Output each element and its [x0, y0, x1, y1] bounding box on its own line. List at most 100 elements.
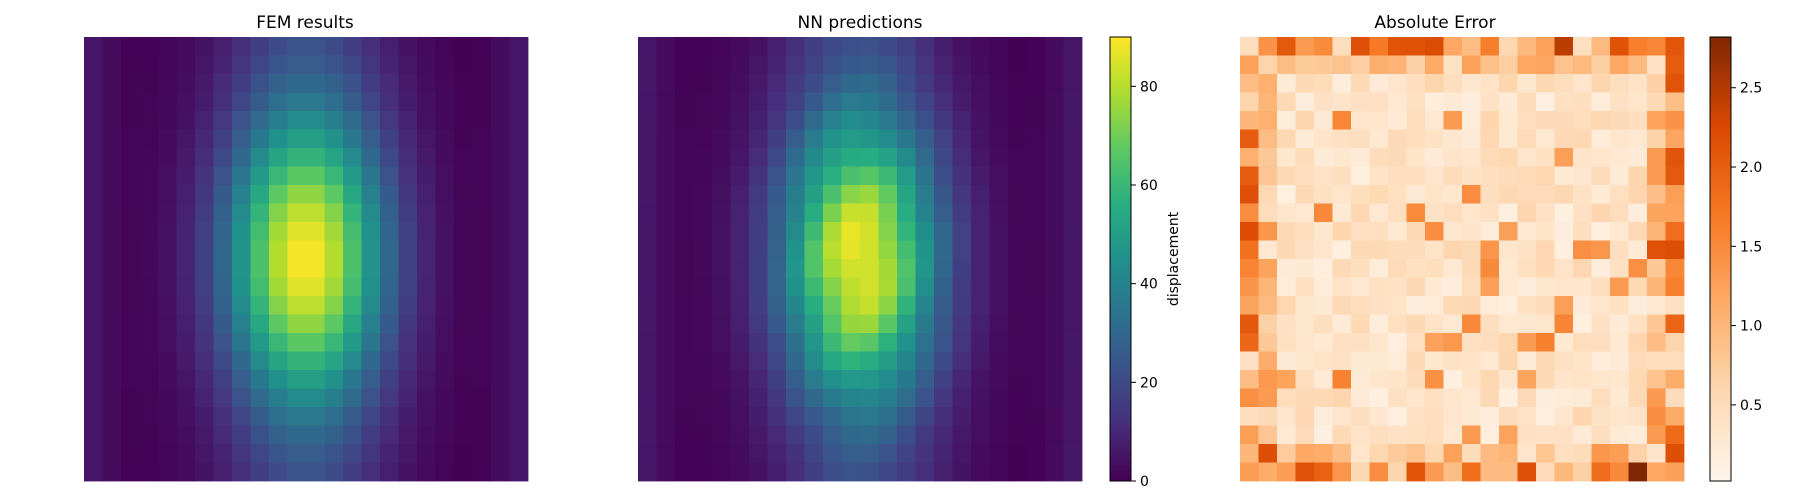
heatmap-nn-cell — [897, 333, 916, 352]
heatmap-error-cell — [1610, 55, 1629, 75]
heatmap-error-cell — [1369, 407, 1389, 426]
heatmap-nn-cell — [1045, 425, 1064, 445]
heatmap-fem-cell — [121, 166, 140, 186]
heatmap-fem-cell — [102, 444, 122, 463]
heatmap-nn-cell — [693, 277, 713, 297]
heatmap-error-cell — [1628, 222, 1648, 241]
heatmap-nn-cell — [841, 277, 861, 297]
heatmap-error-cell — [1406, 351, 1426, 371]
heatmap-fem-cell — [158, 296, 177, 315]
heatmap-nn-cell — [656, 296, 676, 315]
heatmap-fem-cell — [287, 462, 307, 482]
heatmap-error-cell — [1240, 333, 1259, 352]
heatmap-nn-cell — [786, 351, 805, 371]
heatmap-error-cell — [1499, 222, 1518, 241]
heatmap-nn-cell — [638, 314, 657, 334]
heatmap-fem-cell — [380, 148, 399, 167]
heatmap-error-cell — [1258, 259, 1278, 278]
heatmap-fem-cell — [509, 240, 529, 260]
heatmap-fem-cell — [250, 314, 270, 334]
heatmap-nn-cell — [638, 370, 657, 389]
heatmap-nn-cell — [638, 425, 657, 445]
heatmap-error-cell — [1443, 240, 1463, 260]
heatmap-nn-cell — [749, 74, 768, 93]
heatmap-fem-cell — [472, 148, 492, 167]
heatmap-error-cell — [1554, 370, 1574, 389]
heatmap-error-cell — [1536, 259, 1555, 278]
heatmap-fem-cell — [491, 148, 510, 167]
heatmap-nn-cell — [712, 277, 731, 297]
heatmap-error-cell — [1517, 277, 1537, 297]
heatmap-nn-cell — [823, 351, 842, 371]
heatmap-nn-cell — [915, 351, 935, 371]
heatmap-error-cell — [1388, 92, 1407, 112]
heatmap-error-cell — [1388, 111, 1407, 130]
heatmap-nn-cell — [656, 462, 676, 482]
heatmap-error-cell — [1665, 74, 1685, 93]
heatmap-error-cell — [1351, 111, 1370, 130]
heatmap-error-cell — [1406, 129, 1426, 149]
heatmap-error-cell — [1406, 185, 1426, 204]
heatmap-fem-cell — [176, 166, 196, 186]
heatmap-error-cell — [1462, 55, 1481, 75]
title-error: Absolute Error — [1374, 13, 1495, 33]
heatmap-nn-cell — [1026, 129, 1046, 149]
heatmap-nn-cell — [971, 55, 990, 75]
heatmap-fem-cell — [176, 92, 196, 112]
heatmap-nn-cell — [971, 462, 990, 482]
heatmap-fem-cell — [250, 222, 270, 241]
heatmap-fem-cell — [176, 444, 196, 463]
heatmap-error-cell — [1647, 407, 1666, 426]
heatmap-fem-cell — [84, 388, 103, 408]
heatmap-error-cell — [1295, 425, 1315, 445]
heatmap-fem-cell — [306, 203, 325, 223]
heatmap-error-cell — [1425, 74, 1444, 93]
heatmap-error-cell — [1480, 370, 1500, 389]
heatmap-fem-cell — [213, 259, 233, 278]
heatmap-nn-cell — [1008, 203, 1027, 223]
heatmap-error-cell — [1573, 370, 1592, 389]
heatmap-nn-cell — [860, 407, 879, 426]
heatmap-nn-cell — [656, 129, 676, 149]
heatmap-fem-cell — [102, 296, 122, 315]
heatmap-nn-cell — [1045, 388, 1064, 408]
heatmap-fem-cell — [417, 185, 436, 204]
heatmap-fem-cell — [343, 185, 362, 204]
heatmap-fem-cell — [380, 370, 399, 389]
colorbar-displacement-tick-label: 20 — [1140, 375, 1158, 391]
heatmap-fem-cell — [454, 203, 473, 223]
heatmap-fem-cell — [509, 314, 529, 334]
heatmap-nn-cell — [675, 462, 694, 482]
heatmap-nn-cell — [1063, 277, 1083, 297]
heatmap-error-cell — [1499, 185, 1518, 204]
heatmap-nn-cell — [786, 277, 805, 297]
heatmap-nn-cell — [675, 370, 694, 389]
heatmap-fem-cell — [417, 129, 436, 149]
heatmap-error-cell — [1517, 203, 1537, 223]
heatmap-error-cell — [1536, 240, 1555, 260]
heatmap-nn-cell — [860, 92, 879, 112]
heatmap-error-cell — [1332, 444, 1352, 463]
heatmap-fem-cell — [491, 462, 510, 482]
heatmap-fem-cell — [287, 407, 307, 426]
heatmap-error-cell — [1351, 222, 1370, 241]
heatmap-nn-cell — [934, 37, 953, 56]
heatmap-error-cell — [1665, 296, 1685, 315]
heatmap-error-cell — [1388, 185, 1407, 204]
heatmap-fem-cell — [250, 148, 270, 167]
heatmap-error-cell — [1332, 388, 1352, 408]
heatmap-error-cell — [1536, 370, 1555, 389]
heatmap-nn-cell — [693, 407, 713, 426]
heatmap-error-cell — [1610, 388, 1629, 408]
heatmap-error-cell — [1480, 351, 1500, 371]
heatmap-error-cell — [1591, 296, 1611, 315]
heatmap-nn-cell — [1063, 462, 1083, 482]
heatmap-fem-cell — [435, 148, 455, 167]
heatmap-fem-cell — [176, 37, 196, 56]
heatmap-fem-cell — [361, 388, 381, 408]
heatmap-nn-cell — [1026, 259, 1046, 278]
heatmap-error-cell — [1628, 55, 1648, 75]
heatmap-error-cell — [1610, 277, 1629, 297]
heatmap-fem-cell — [287, 222, 307, 241]
heatmap-error-cell — [1240, 37, 1259, 56]
